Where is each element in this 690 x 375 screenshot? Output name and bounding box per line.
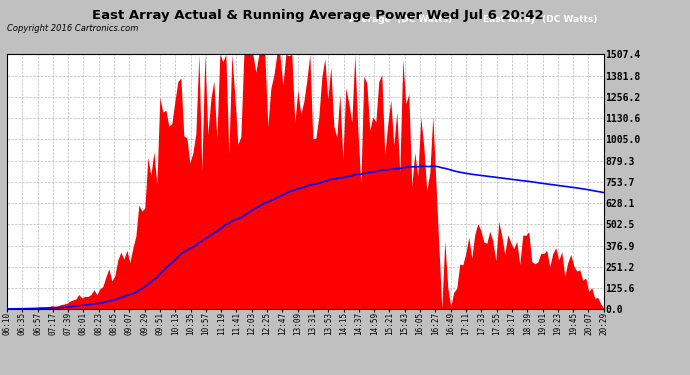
Text: Average  (DC Watts): Average (DC Watts) [348, 15, 452, 24]
Text: Copyright 2016 Cartronics.com: Copyright 2016 Cartronics.com [7, 24, 138, 33]
Text: East Array  (DC Watts): East Array (DC Watts) [483, 15, 597, 24]
Text: East Array Actual & Running Average Power Wed Jul 6 20:42: East Array Actual & Running Average Powe… [92, 9, 543, 22]
